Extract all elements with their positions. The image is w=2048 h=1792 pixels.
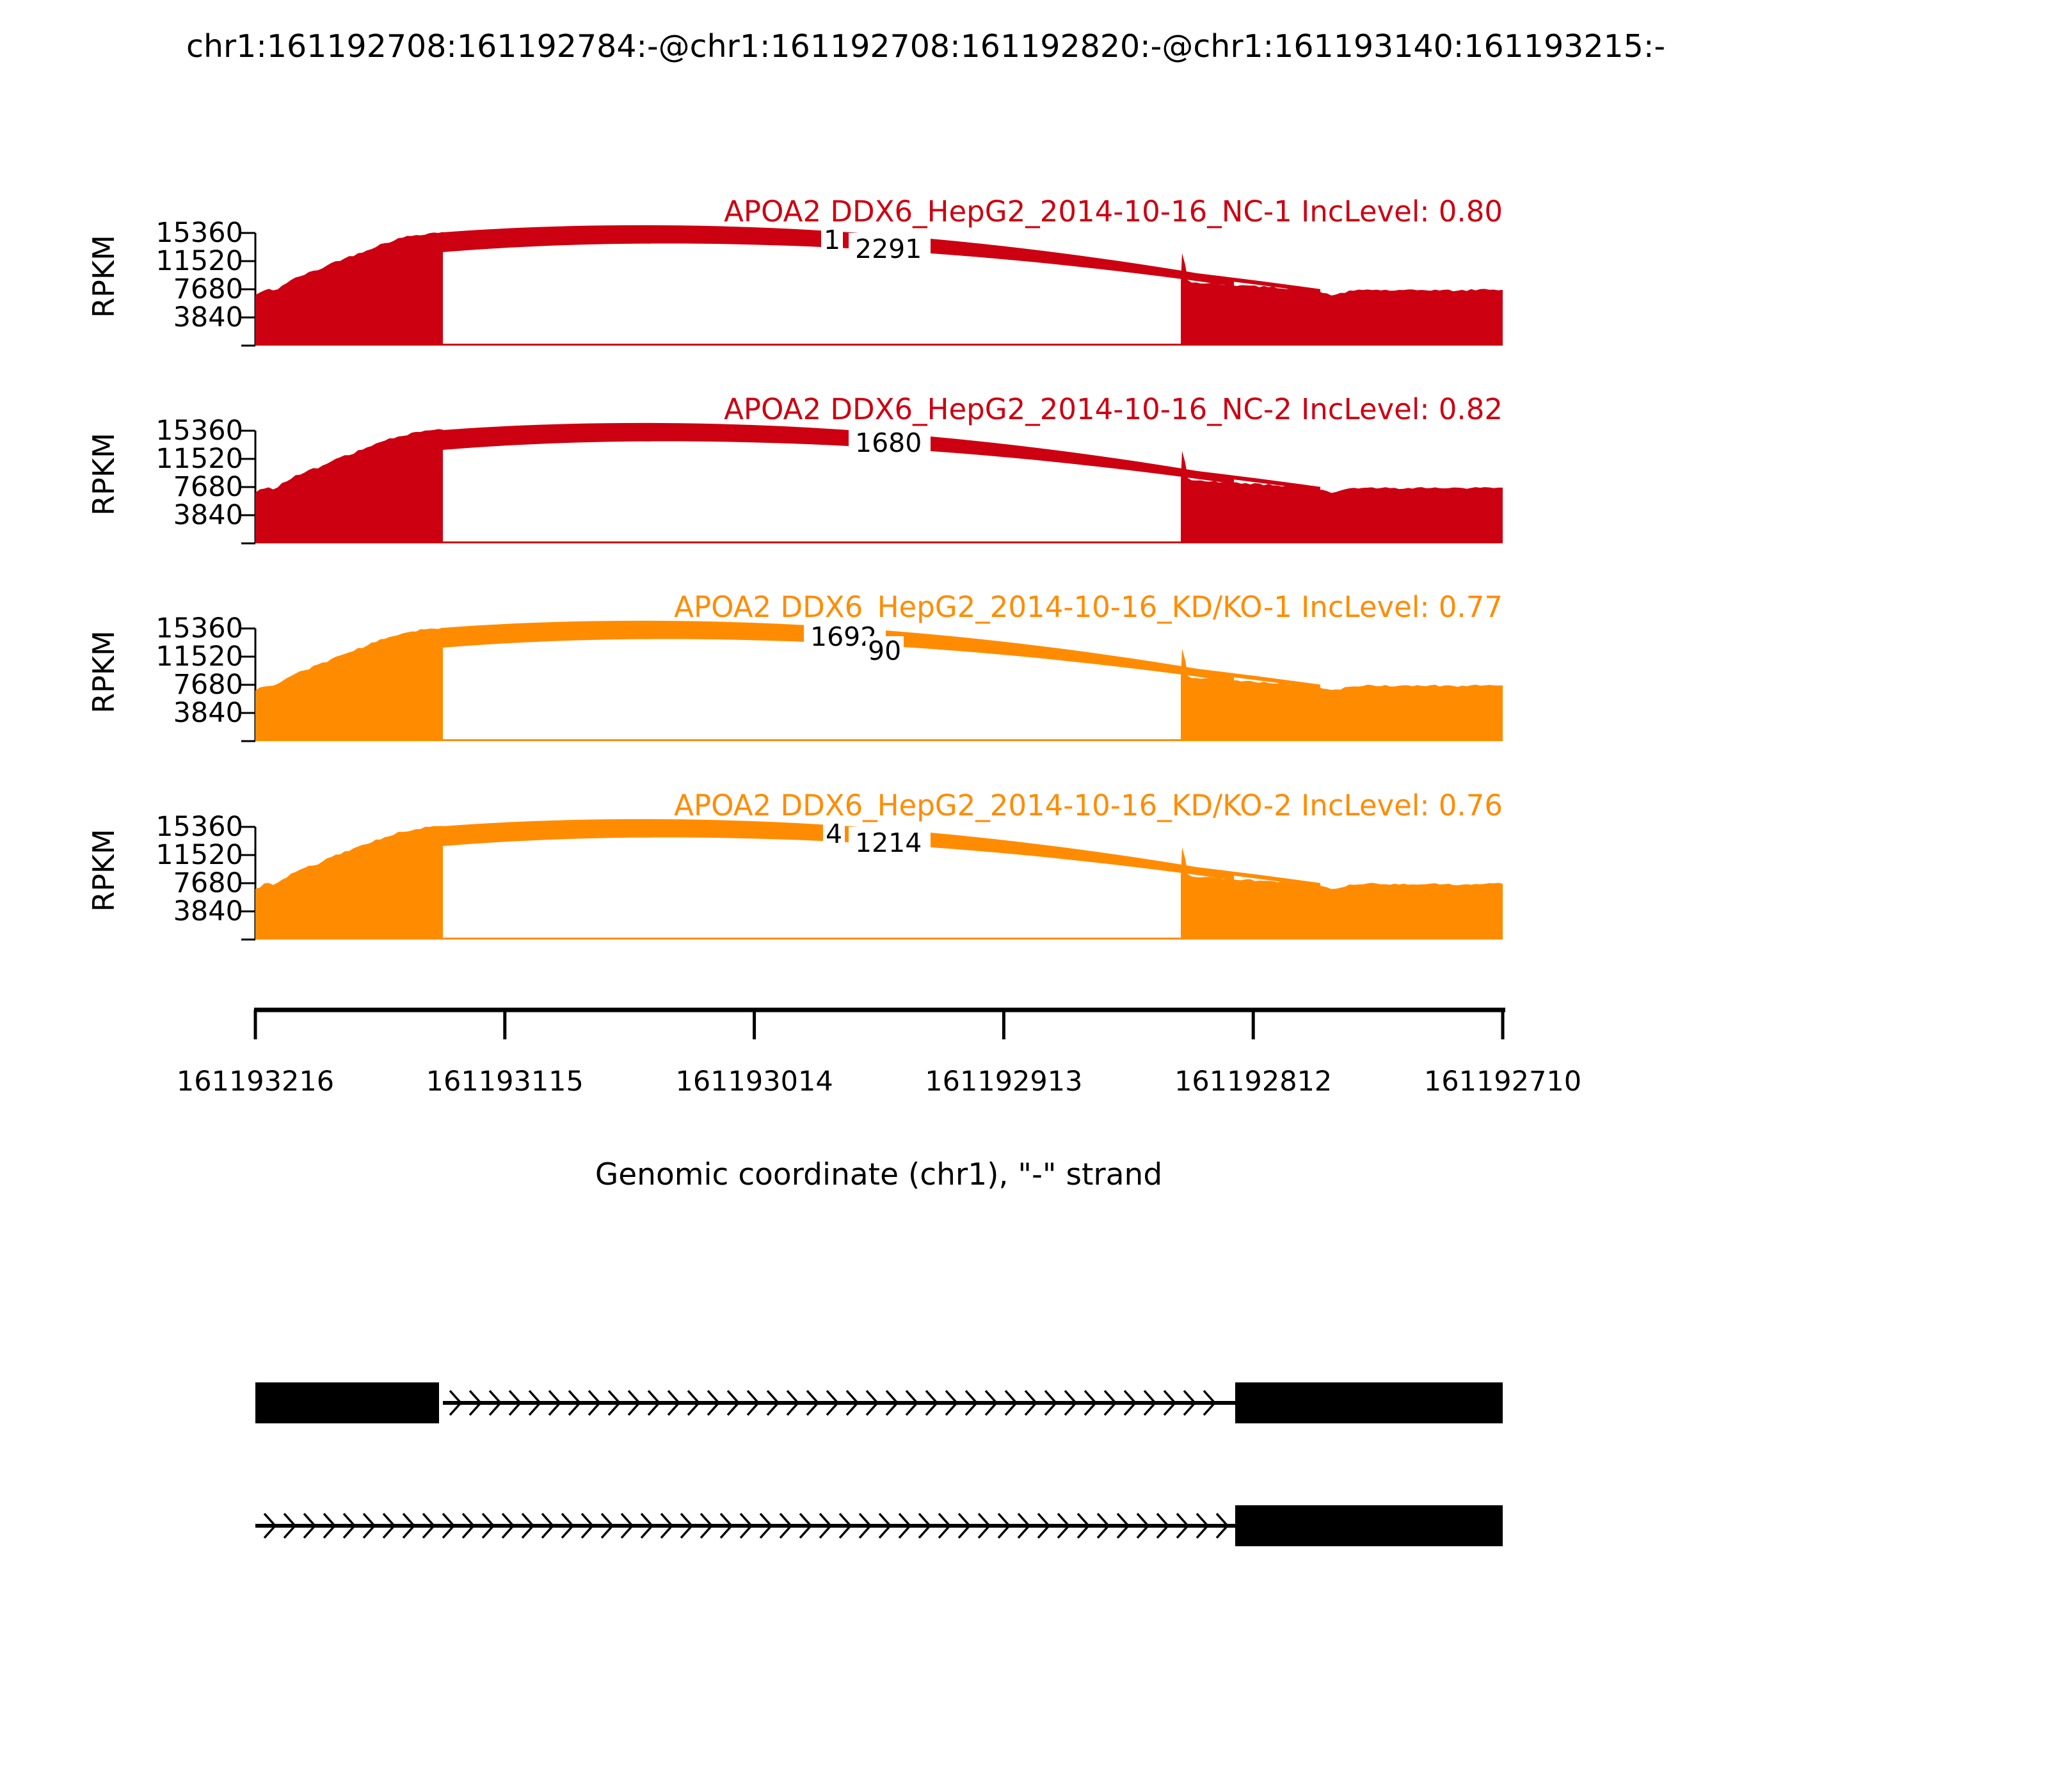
x-tick-label: 161192710 (1423, 1066, 1582, 1098)
exon-box-left (255, 1382, 439, 1423)
junction-arc-main (443, 422, 1234, 484)
junction-count-label: 4 (823, 819, 845, 850)
junction-arc-main (443, 819, 1234, 881)
track-title: APOA2 DDX6_HepG2_2014-10-16_NC-2 IncLeve… (724, 392, 1503, 426)
coverage-baseline (255, 938, 1503, 940)
junction-arc-main (443, 225, 1234, 287)
coverage-right-region (1181, 253, 1503, 346)
y-axis-ticks (241, 232, 255, 347)
x-tick-label: 161193115 (426, 1066, 584, 1098)
coverage-baseline (255, 739, 1503, 741)
exon-box-right (1235, 1505, 1503, 1546)
gene-structure (255, 1382, 1503, 1546)
y-axis-label: RPKM (86, 829, 121, 912)
track-title: APOA2 DDX6_HepG2_2014-10-16_KD/KO-1 IncL… (674, 590, 1503, 624)
strand-arrow-icons (449, 1389, 1217, 1416)
coverage-baseline (255, 541, 1503, 543)
y-tick-label: 11520 (156, 245, 243, 277)
y-tick-label: 3840 (173, 499, 243, 531)
y-axis-label: RPKM (86, 433, 121, 516)
y-tick-label: 3840 (173, 895, 243, 927)
y-tick-label: 7680 (173, 471, 243, 503)
x-tick-label: 161193216 (176, 1066, 335, 1098)
coverage-right-region (1181, 847, 1503, 940)
junction-count-label-boxed: 2291 (849, 233, 931, 266)
junction-arc-main (443, 620, 1234, 682)
y-tick-label: 3840 (173, 301, 243, 333)
coverage-baseline (255, 344, 1503, 346)
y-axis-ticks (241, 429, 255, 545)
coverage-left-exon (255, 429, 443, 543)
x-tick-label: 161192812 (1174, 1066, 1332, 1098)
y-axis-label: RPKM (86, 235, 121, 318)
y-tick-label: 7680 (173, 273, 243, 305)
track-title: APOA2 DDX6_HepG2_2014-10-16_KD/KO-2 IncL… (674, 788, 1503, 822)
figure-title: chr1:161192708:161192784:-@chr1:16119270… (186, 28, 1666, 65)
isoform-2 (255, 1505, 1503, 1546)
y-tick-label: 15360 (156, 415, 243, 447)
coverage-left-exon (255, 627, 443, 741)
y-tick-label: 15360 (156, 811, 243, 843)
y-tick-label: 15360 (156, 612, 243, 644)
coverage-right-region (1181, 648, 1503, 741)
junction-count-label-boxed: 1680 (849, 427, 931, 460)
x-tick-label: 161193014 (675, 1066, 833, 1098)
y-tick-label: 11520 (156, 641, 243, 673)
coverage-right-region (1181, 451, 1503, 543)
y-tick-label: 11520 (156, 443, 243, 475)
y-axis-ticks (241, 627, 255, 742)
x-axis-label: Genomic coordinate (chr1), "-" strand (595, 1157, 1163, 1192)
junction-count-label: 1 (821, 225, 844, 256)
junction-count-label-boxed: 1214 (849, 827, 931, 860)
y-tick-label: 7680 (173, 867, 243, 899)
y-tick-label: 15360 (156, 217, 243, 249)
x-axis (253, 1007, 1505, 1039)
y-tick-label: 7680 (173, 669, 243, 701)
track-title: APOA2 DDX6_HepG2_2014-10-16_NC-1 IncLeve… (724, 195, 1503, 228)
y-axis-ticks (241, 826, 255, 941)
y-tick-label: 11520 (156, 839, 243, 871)
y-tick-label: 3840 (173, 697, 243, 729)
coverage-left-exon (255, 232, 443, 346)
y-axis-label: RPKM (86, 630, 121, 714)
x-tick-label: 161192913 (925, 1066, 1083, 1098)
isoform-1 (255, 1382, 1503, 1423)
junction-count-label: 90 (865, 636, 904, 667)
strand-arrow-icons (263, 1512, 1229, 1539)
exon-box-right (1235, 1382, 1503, 1423)
coverage-left-exon (255, 826, 443, 940)
